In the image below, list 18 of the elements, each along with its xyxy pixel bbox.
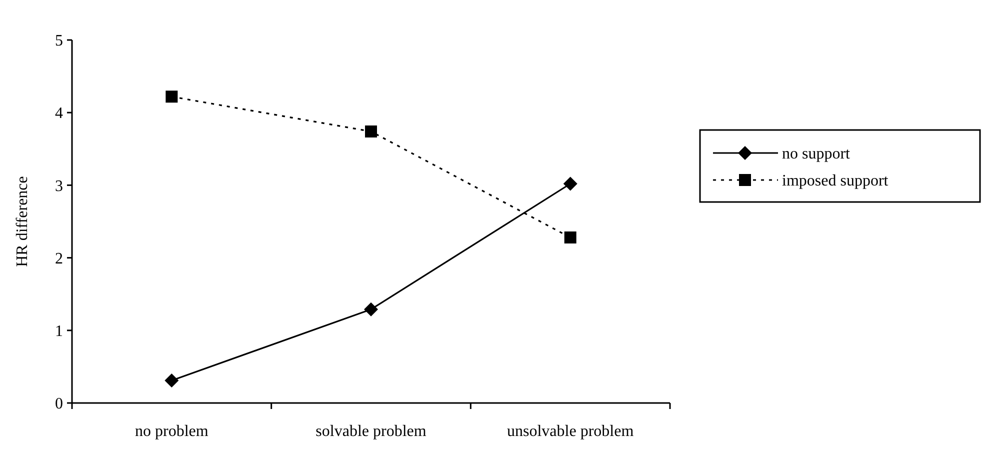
point: [364, 302, 378, 316]
y-tick-label: 4: [55, 105, 63, 122]
point: [564, 231, 576, 244]
y-tick-label: 1: [55, 323, 63, 340]
point: [164, 373, 179, 388]
point: [563, 176, 578, 191]
y-tick-label: 5: [55, 32, 63, 50]
y-tick-label: 3: [55, 178, 63, 195]
x-tick-label: no problem: [135, 423, 209, 440]
y-axis-title: HR difference: [14, 176, 31, 267]
point: [166, 90, 178, 103]
x-tick-label: solvable problem: [316, 423, 427, 440]
x-tick-label: unsolvable problem: [507, 423, 634, 440]
y-tick-label: 0: [55, 396, 63, 413]
legend-label: imposed support: [782, 172, 889, 190]
y-tick-label: 2: [55, 250, 63, 268]
point: [365, 125, 377, 138]
legend-label: no support: [782, 146, 851, 163]
